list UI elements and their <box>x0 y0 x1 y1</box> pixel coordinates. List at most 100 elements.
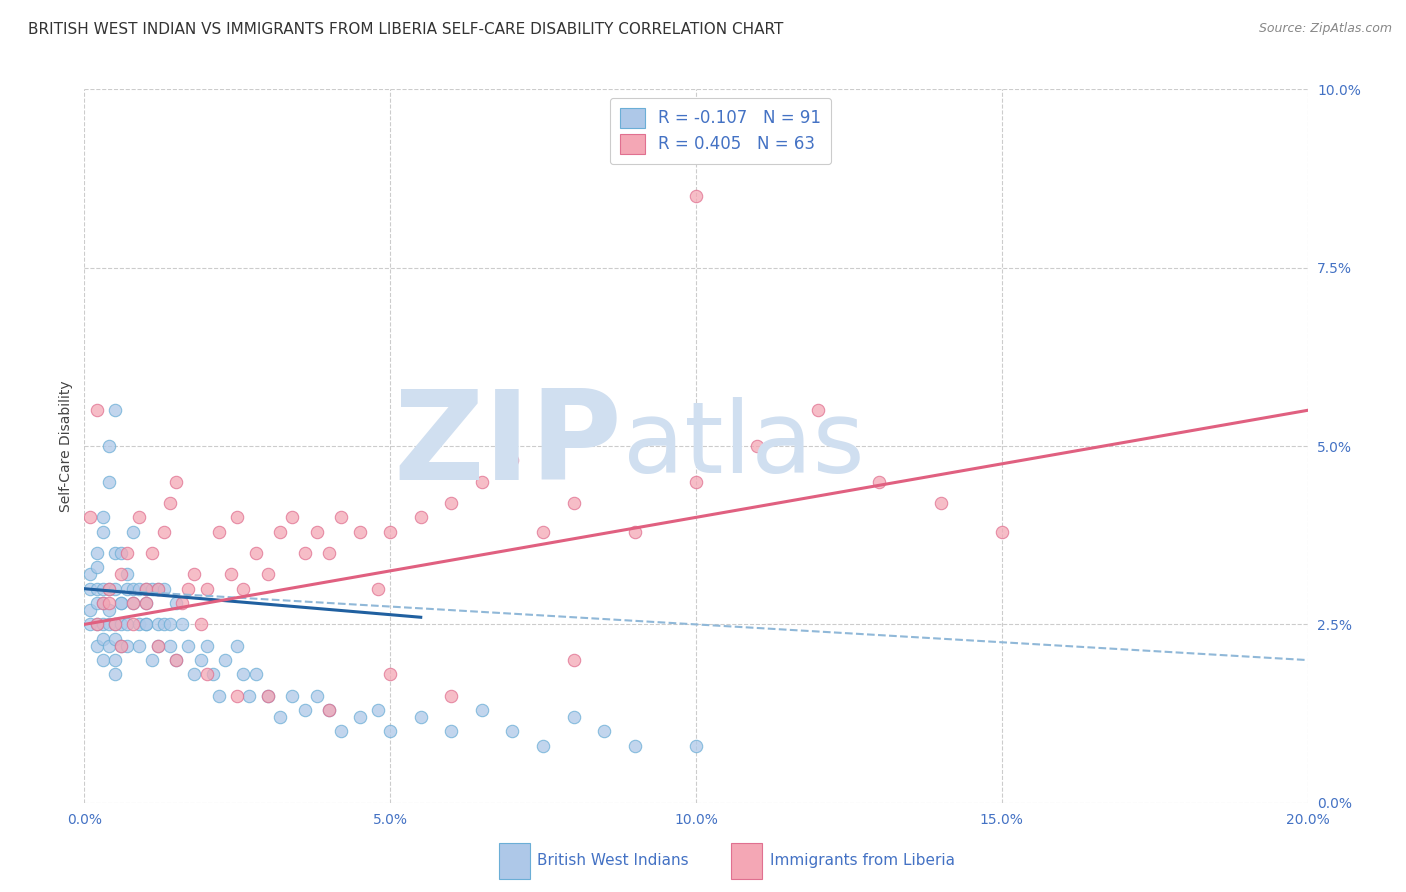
Point <box>177 639 200 653</box>
Point <box>226 689 249 703</box>
Point <box>135 617 157 632</box>
Point <box>97 582 120 596</box>
Point <box>562 710 585 724</box>
Point <box>79 582 101 596</box>
Point <box>122 596 145 610</box>
Point <box>165 475 187 489</box>
Point <box>281 510 304 524</box>
Point <box>115 617 138 632</box>
Point <box>349 710 371 724</box>
Point <box>685 475 707 489</box>
Point <box>318 703 340 717</box>
Legend: R = -0.107   N = 91, R = 0.405   N = 63: R = -0.107 N = 91, R = 0.405 N = 63 <box>610 97 831 164</box>
Point <box>97 617 120 632</box>
Point <box>91 653 114 667</box>
Point <box>86 560 108 574</box>
Point <box>195 639 218 653</box>
Point <box>195 667 218 681</box>
Point <box>245 667 267 681</box>
Point <box>502 724 524 739</box>
Point <box>104 617 127 632</box>
Point <box>330 510 353 524</box>
Text: Immigrants from Liberia: Immigrants from Liberia <box>770 854 956 868</box>
Point <box>685 739 707 753</box>
Point <box>269 524 291 539</box>
Point <box>257 567 280 582</box>
Point <box>172 617 194 632</box>
Point <box>440 689 463 703</box>
Point <box>97 603 120 617</box>
Point <box>146 582 169 596</box>
Point <box>219 567 242 582</box>
Point <box>104 582 127 596</box>
Point <box>294 703 316 717</box>
Text: atlas: atlas <box>623 398 865 494</box>
Point <box>128 639 150 653</box>
Point <box>380 667 402 681</box>
Point <box>97 596 120 610</box>
Point <box>79 617 101 632</box>
Point <box>79 567 101 582</box>
Point <box>232 582 254 596</box>
Point <box>141 582 163 596</box>
Point <box>238 689 260 703</box>
Point <box>122 582 145 596</box>
Text: British West Indians: British West Indians <box>537 854 689 868</box>
Point <box>122 524 145 539</box>
Point <box>349 524 371 539</box>
Point <box>91 632 114 646</box>
Point <box>318 703 340 717</box>
Point <box>869 475 891 489</box>
Point <box>110 546 132 560</box>
Point <box>141 653 163 667</box>
Point <box>110 639 132 653</box>
Point <box>562 653 585 667</box>
Point <box>165 596 187 610</box>
Point <box>409 510 432 524</box>
Point <box>257 689 280 703</box>
Point <box>471 475 494 489</box>
Point <box>91 617 114 632</box>
Point <box>153 582 176 596</box>
Point <box>190 653 212 667</box>
Point <box>190 617 212 632</box>
Point <box>330 724 353 739</box>
Point <box>318 546 340 560</box>
Point <box>110 639 132 653</box>
Point <box>91 596 114 610</box>
Point <box>115 639 138 653</box>
Point <box>245 546 267 560</box>
Point <box>305 689 328 703</box>
Text: Source: ZipAtlas.com: Source: ZipAtlas.com <box>1258 22 1392 36</box>
Point <box>79 510 101 524</box>
Point <box>86 403 108 417</box>
Point <box>86 639 108 653</box>
Point <box>991 524 1014 539</box>
Point <box>624 524 647 539</box>
Point <box>146 639 169 653</box>
Point <box>294 546 316 560</box>
Point <box>110 596 132 610</box>
Point <box>380 724 402 739</box>
Point <box>128 617 150 632</box>
Point <box>159 639 181 653</box>
Point <box>146 582 169 596</box>
Point <box>367 582 389 596</box>
Point <box>232 667 254 681</box>
Point <box>531 524 554 539</box>
Point <box>531 739 554 753</box>
Point <box>195 582 218 596</box>
Point <box>86 582 108 596</box>
Text: ZIP: ZIP <box>394 385 623 507</box>
Point <box>183 667 205 681</box>
Point <box>593 724 616 739</box>
Point <box>91 510 114 524</box>
Point <box>128 510 150 524</box>
Point <box>172 596 194 610</box>
Point <box>153 524 176 539</box>
Point <box>110 567 132 582</box>
Point <box>257 689 280 703</box>
Y-axis label: Self-Care Disability: Self-Care Disability <box>59 380 73 512</box>
Point <box>122 617 145 632</box>
Point <box>226 510 249 524</box>
